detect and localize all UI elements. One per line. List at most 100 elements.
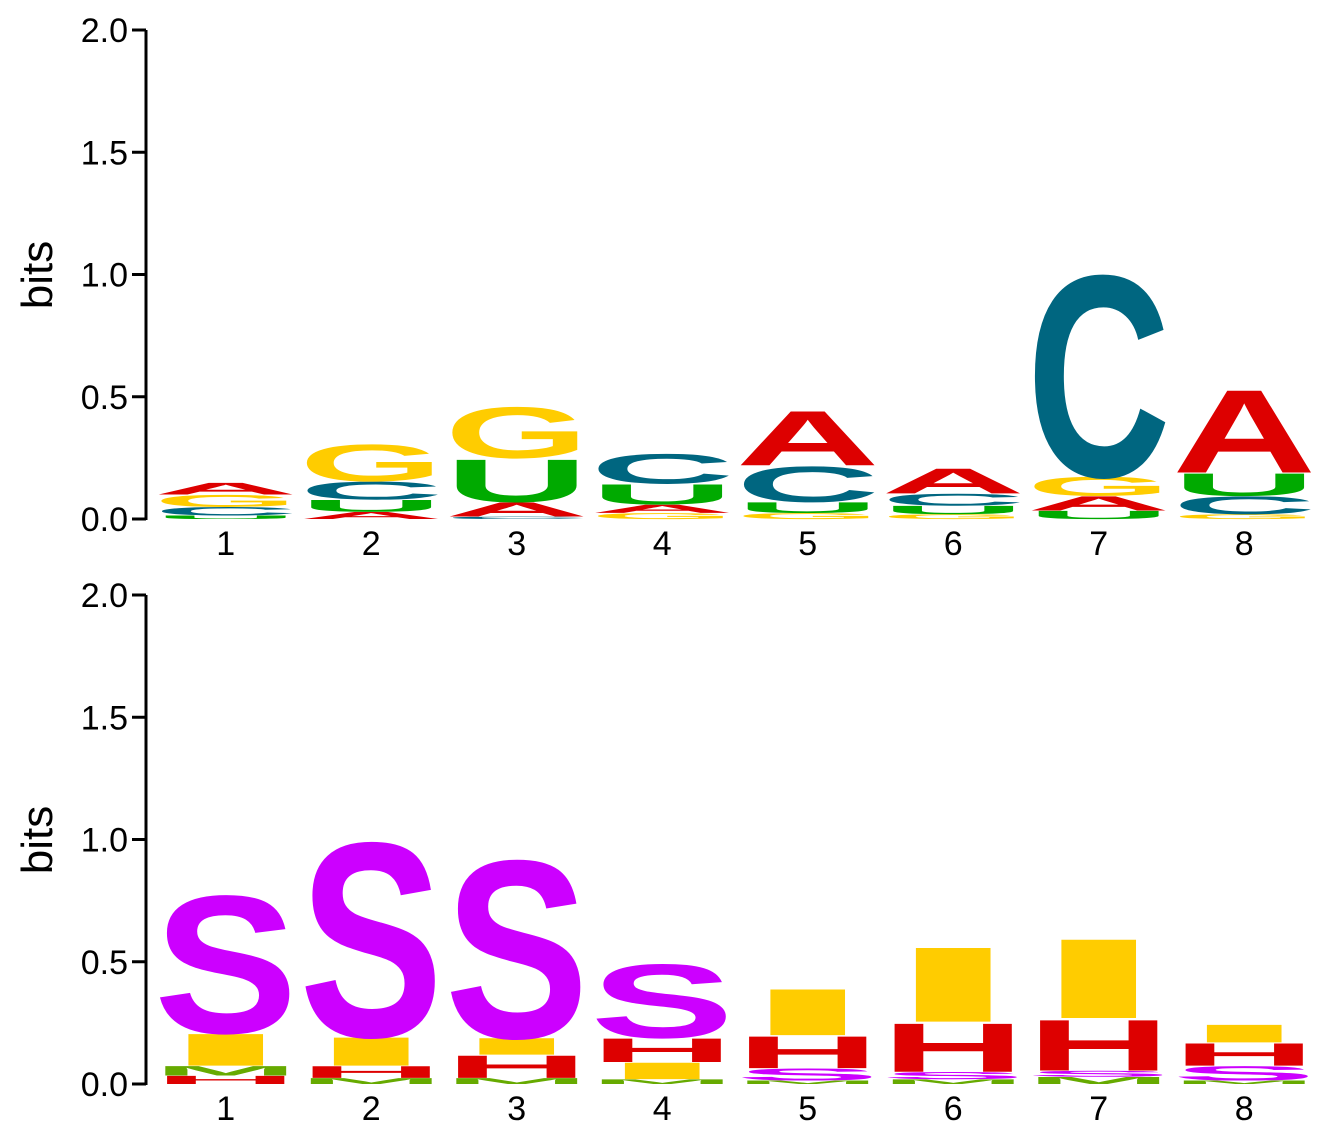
glyph-a: A bbox=[1027, 492, 1171, 515]
x-tick-label: 4 bbox=[653, 1090, 672, 1128]
x-tick-label: 3 bbox=[507, 525, 526, 563]
glyph-a: A bbox=[590, 502, 734, 515]
glyph-m: M bbox=[1172, 1079, 1316, 1085]
x-tick-label: 8 bbox=[1235, 1090, 1254, 1128]
glyph-a: A bbox=[881, 461, 1025, 501]
y-tick-label: 2.0 bbox=[81, 12, 128, 50]
glyph-s: S bbox=[736, 1065, 880, 1084]
glyph-i: I bbox=[590, 1058, 734, 1085]
glyph-i: I bbox=[881, 925, 1025, 1045]
glyph-s: S bbox=[1172, 1062, 1316, 1085]
y-tick-label: 0.5 bbox=[81, 379, 128, 417]
glyph-h: H bbox=[445, 1049, 589, 1085]
x-tick-label: 6 bbox=[944, 1090, 963, 1128]
x-tick-label: 2 bbox=[362, 525, 381, 563]
glyph-h: H bbox=[154, 1073, 298, 1086]
glyph-m: M bbox=[881, 1078, 1025, 1086]
x-tick-label: 6 bbox=[944, 525, 963, 563]
glyph-s: S bbox=[590, 942, 734, 1060]
glyph-s: S bbox=[154, 854, 298, 1074]
glyph-g: G bbox=[445, 392, 589, 473]
glyph-s: S bbox=[445, 808, 589, 1093]
x-tick-label: 2 bbox=[362, 1090, 381, 1128]
glyph-c: C bbox=[736, 456, 880, 513]
glyph-u: U bbox=[1172, 467, 1316, 503]
y-tick-label: 0.0 bbox=[81, 1066, 128, 1104]
glyph-a: A bbox=[299, 510, 443, 521]
glyph-h: H bbox=[881, 1009, 1025, 1087]
glyph-s: S bbox=[299, 784, 443, 1096]
glyph-i: I bbox=[299, 1029, 443, 1075]
y-tick-label: 1.0 bbox=[81, 822, 128, 860]
x-tick-label: 5 bbox=[798, 1090, 817, 1128]
glyph-h: H bbox=[299, 1063, 443, 1082]
glyph-a: A bbox=[1172, 365, 1316, 498]
glyph-c: C bbox=[445, 516, 589, 520]
glyph-m: M bbox=[1027, 1075, 1171, 1086]
glyph-c: C bbox=[1172, 491, 1316, 519]
glyph-g: G bbox=[299, 434, 443, 493]
glyph-h: H bbox=[736, 1027, 880, 1078]
glyph-g: G bbox=[1172, 513, 1316, 521]
y-axis-title: bits bbox=[13, 241, 62, 309]
glyph-m: M bbox=[590, 1078, 734, 1086]
glyph-u: U bbox=[1027, 508, 1171, 521]
glyph-m: M bbox=[154, 1063, 298, 1078]
glyph-u: U bbox=[154, 514, 298, 520]
glyph-a: A bbox=[445, 498, 589, 521]
glyph-g: G bbox=[590, 511, 734, 521]
glyph-u: U bbox=[736, 499, 880, 516]
glyph-h: H bbox=[590, 1032, 734, 1070]
x-tick-label: 3 bbox=[507, 1090, 526, 1128]
glyph-u: U bbox=[590, 478, 734, 510]
x-tick-label: 4 bbox=[653, 525, 672, 563]
glyph-g: G bbox=[154, 491, 298, 510]
glyph-i: I bbox=[1172, 1019, 1316, 1047]
glyph-s: S bbox=[881, 1070, 1025, 1081]
x-tick-label: 5 bbox=[798, 525, 817, 563]
glyph-u: U bbox=[445, 447, 589, 515]
glyph-i: I bbox=[154, 1024, 298, 1075]
glyph-s: S bbox=[1027, 1069, 1171, 1078]
x-tick-label: 7 bbox=[1089, 525, 1108, 563]
glyph-c: C bbox=[1027, 214, 1171, 537]
glyph-h: H bbox=[1172, 1037, 1316, 1073]
glyph-m: M bbox=[736, 1079, 880, 1085]
y-tick-label: 0.5 bbox=[81, 944, 128, 982]
glyph-a: A bbox=[736, 395, 880, 482]
x-tick-label: 8 bbox=[1235, 525, 1254, 563]
glyph-i: I bbox=[736, 975, 880, 1049]
y-axis-title: bits bbox=[13, 806, 62, 874]
glyph-u: U bbox=[881, 503, 1025, 516]
glyph-m: M bbox=[299, 1076, 443, 1086]
y-tick-label: 1.5 bbox=[81, 699, 128, 737]
glyph-g: G bbox=[736, 511, 880, 521]
glyph-m: M bbox=[445, 1076, 589, 1086]
glyph-u: U bbox=[299, 496, 443, 515]
glyph-c: C bbox=[299, 477, 443, 505]
glyph-g: G bbox=[881, 513, 1025, 521]
y-tick-label: 1.0 bbox=[81, 257, 128, 295]
x-tick-label: 7 bbox=[1089, 1090, 1108, 1128]
glyph-g: G bbox=[1027, 471, 1171, 501]
glyph-a: A bbox=[154, 479, 298, 498]
glyph-c: C bbox=[154, 505, 298, 518]
